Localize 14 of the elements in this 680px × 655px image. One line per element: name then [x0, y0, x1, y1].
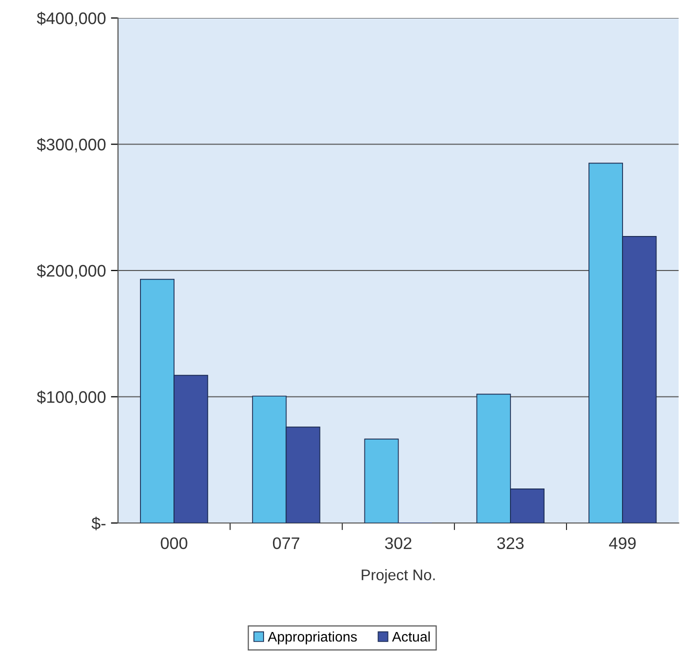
- bar: [364, 438, 399, 523]
- y-tick-label: $-: [92, 516, 106, 530]
- x-tick-label: 499: [609, 537, 636, 550]
- x-tick-label: 302: [385, 537, 412, 550]
- x-tick-label: 323: [497, 537, 524, 550]
- y-tick-label: $100,000: [36, 390, 106, 405]
- y-tick-label: $300,000: [36, 138, 106, 152]
- legend-label: Appropriations: [268, 631, 357, 644]
- x-tick-label: 000: [160, 537, 188, 550]
- x-tick-label: 077: [272, 537, 300, 550]
- y-tick-label: $400,000: [36, 12, 106, 26]
- x-axis-title: Project No.: [362, 569, 435, 584]
- y-tick-label: $200,000: [36, 264, 106, 279]
- legend-label: Actual: [392, 631, 430, 642]
